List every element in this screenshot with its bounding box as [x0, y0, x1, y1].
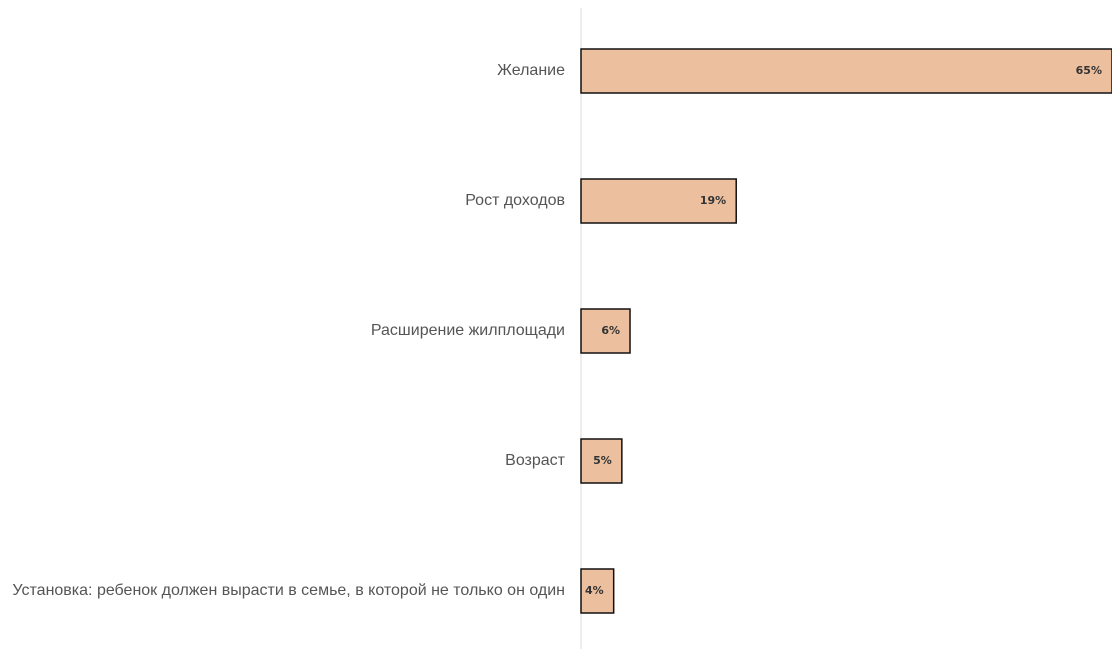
category-label: Установка: ребенок должен вырасти в семь…	[12, 582, 565, 599]
value-label: 4%	[585, 584, 604, 597]
category-label: Рост доходов	[465, 192, 565, 209]
value-label: 5%	[593, 454, 612, 467]
bar	[580, 568, 615, 614]
value-label: 65%	[1076, 64, 1102, 77]
bar	[580, 438, 623, 484]
value-label: 6%	[601, 324, 620, 337]
bar	[580, 308, 631, 354]
bar	[580, 178, 737, 224]
value-label: 19%	[700, 194, 726, 207]
category-label: Расширение жилплощади	[371, 322, 565, 339]
category-label: Возраст	[505, 452, 566, 469]
category-label: Желание	[497, 62, 565, 79]
bar	[580, 48, 1112, 94]
